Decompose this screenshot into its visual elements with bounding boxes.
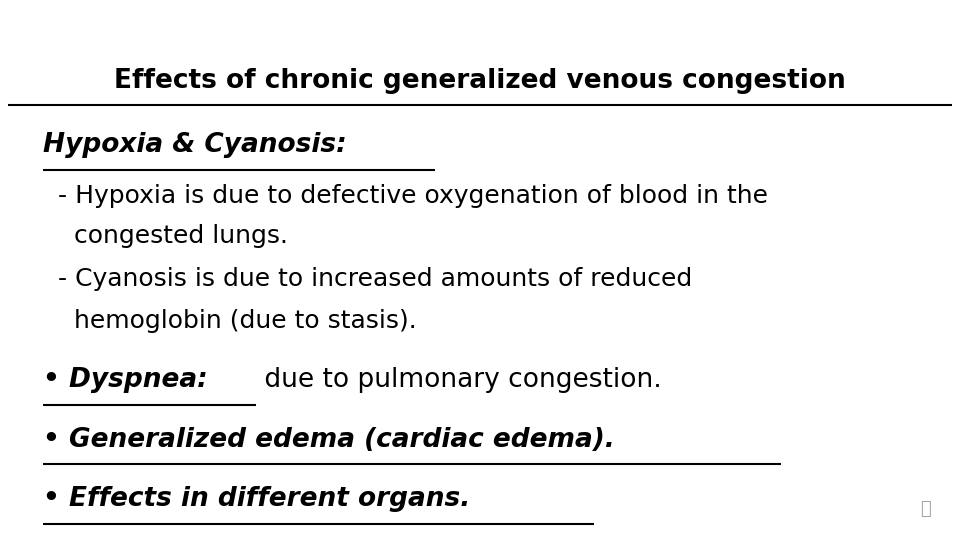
- Text: • Effects in different organs.: • Effects in different organs.: [43, 486, 470, 512]
- Text: • Dyspnea:: • Dyspnea:: [43, 367, 207, 393]
- Text: due to pulmonary congestion.: due to pulmonary congestion.: [255, 367, 661, 393]
- Text: 🔊: 🔊: [921, 501, 931, 518]
- Text: - Cyanosis is due to increased amounts of reduced: - Cyanosis is due to increased amounts o…: [58, 267, 692, 291]
- Text: congested lungs.: congested lungs.: [58, 224, 288, 248]
- Text: Effects of chronic generalized venous congestion: Effects of chronic generalized venous co…: [114, 68, 846, 93]
- Text: Hypoxia & Cyanosis:: Hypoxia & Cyanosis:: [43, 132, 347, 158]
- Text: - Hypoxia is due to defective oxygenation of blood in the: - Hypoxia is due to defective oxygenatio…: [58, 184, 768, 207]
- Text: • Generalized edema (cardiac edema).: • Generalized edema (cardiac edema).: [43, 427, 615, 453]
- Text: hemoglobin (due to stasis).: hemoglobin (due to stasis).: [58, 309, 417, 333]
